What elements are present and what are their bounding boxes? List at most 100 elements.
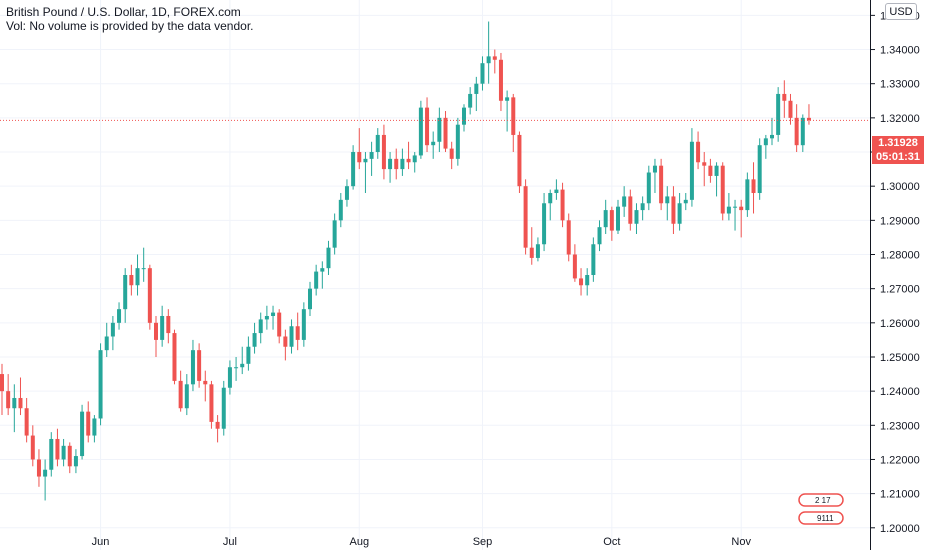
candle bbox=[314, 264, 319, 296]
candle-body bbox=[258, 319, 263, 334]
candle-body bbox=[486, 56, 491, 64]
candle-body bbox=[197, 350, 202, 381]
candle-body bbox=[215, 421, 220, 429]
candle bbox=[221, 380, 226, 436]
candle bbox=[190, 339, 195, 392]
tradingview-logo-icon[interactable]: 2 17 9111 bbox=[797, 490, 847, 530]
candle bbox=[363, 152, 368, 194]
candle-body bbox=[800, 117, 805, 146]
candle-body bbox=[603, 210, 608, 228]
candle-body bbox=[221, 387, 226, 429]
candle bbox=[462, 104, 466, 132]
candle bbox=[806, 104, 811, 125]
candle bbox=[776, 87, 781, 142]
candle-body bbox=[394, 158, 399, 170]
last-price-tag: 1.31928 bbox=[872, 136, 924, 150]
candle bbox=[246, 336, 251, 371]
candle bbox=[141, 247, 146, 282]
candle bbox=[215, 415, 220, 443]
candle bbox=[375, 128, 380, 159]
candle bbox=[166, 309, 171, 344]
candle-body bbox=[671, 196, 676, 224]
candle bbox=[344, 179, 349, 207]
candle bbox=[388, 152, 393, 183]
candle bbox=[591, 237, 596, 282]
price-axis[interactable]: 1.350001.340001.330001.320001.310001.300… bbox=[871, 10, 920, 535]
candle bbox=[492, 49, 497, 74]
candle bbox=[696, 131, 701, 170]
candle-body bbox=[172, 333, 177, 381]
x-tick-label: Jun bbox=[92, 536, 110, 548]
candle bbox=[782, 80, 787, 118]
candle-body bbox=[468, 93, 473, 108]
candle bbox=[603, 199, 608, 235]
candle bbox=[338, 193, 343, 228]
x-tick-label: Aug bbox=[349, 536, 369, 548]
candle bbox=[400, 148, 405, 176]
candle bbox=[794, 104, 799, 153]
currency-button[interactable]: USD bbox=[885, 3, 917, 20]
candle bbox=[30, 425, 35, 467]
candle bbox=[733, 199, 738, 231]
candle bbox=[295, 312, 300, 351]
candle bbox=[73, 449, 78, 474]
candle-body bbox=[535, 244, 540, 258]
candle-body bbox=[12, 397, 17, 409]
candle-body bbox=[160, 315, 165, 340]
candle bbox=[437, 107, 442, 153]
candle bbox=[258, 312, 263, 344]
time-axis[interactable]: Jun Jul Aug Sep Oct Nov bbox=[92, 536, 752, 548]
candle bbox=[628, 189, 633, 231]
candle-body bbox=[455, 124, 460, 159]
candle bbox=[12, 384, 17, 433]
candle-body bbox=[689, 141, 694, 200]
candle bbox=[449, 141, 454, 170]
candle bbox=[572, 244, 577, 282]
candle bbox=[49, 432, 54, 477]
candle bbox=[135, 254, 140, 296]
candle bbox=[227, 360, 232, 395]
candle-body bbox=[209, 384, 214, 422]
candle bbox=[726, 193, 731, 221]
candle-body bbox=[301, 309, 306, 340]
candle bbox=[468, 87, 473, 115]
candle bbox=[542, 193, 547, 252]
candle-body bbox=[591, 244, 596, 275]
grid bbox=[0, 0, 870, 550]
candle-body bbox=[252, 333, 257, 347]
candle-body bbox=[745, 179, 750, 211]
candle bbox=[702, 152, 707, 187]
candle-body bbox=[585, 275, 590, 286]
x-tick-label: Sep bbox=[473, 536, 493, 548]
candle-body bbox=[0, 374, 4, 392]
candle bbox=[61, 438, 66, 467]
candle-body bbox=[6, 391, 11, 409]
candle-body bbox=[55, 438, 60, 460]
candle bbox=[43, 459, 48, 501]
candle-body bbox=[560, 189, 565, 221]
candle bbox=[98, 343, 103, 426]
candle-body bbox=[616, 206, 620, 231]
candle bbox=[739, 199, 744, 238]
candle bbox=[412, 152, 417, 173]
candle bbox=[320, 261, 325, 289]
candle-body bbox=[788, 100, 793, 118]
candle-body bbox=[67, 445, 72, 467]
candle-body bbox=[431, 141, 436, 146]
logo-text-bottom: 9111 bbox=[817, 514, 834, 523]
candle bbox=[18, 377, 23, 416]
candle-body bbox=[677, 203, 682, 224]
candle bbox=[609, 206, 614, 241]
candle bbox=[554, 179, 559, 200]
candle-body bbox=[640, 203, 645, 211]
candle bbox=[529, 227, 534, 265]
candle bbox=[123, 268, 128, 323]
candle bbox=[720, 162, 725, 221]
candle bbox=[708, 158, 713, 183]
candle bbox=[117, 302, 122, 330]
candle bbox=[517, 131, 522, 194]
candle-body bbox=[425, 107, 430, 146]
candle bbox=[535, 237, 540, 262]
candle-body bbox=[412, 155, 417, 163]
